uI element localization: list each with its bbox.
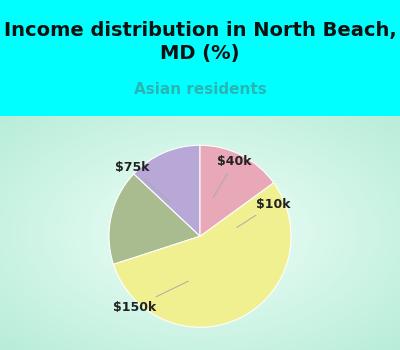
Wedge shape bbox=[134, 145, 200, 236]
Wedge shape bbox=[200, 145, 274, 236]
Text: Asian residents: Asian residents bbox=[134, 82, 266, 97]
Text: $150k: $150k bbox=[113, 281, 188, 314]
Wedge shape bbox=[114, 183, 291, 327]
Text: $75k: $75k bbox=[114, 161, 171, 203]
Text: $40k: $40k bbox=[213, 155, 252, 197]
Text: $10k: $10k bbox=[237, 198, 290, 228]
Wedge shape bbox=[109, 174, 200, 264]
Text: Income distribution in North Beach,
MD (%): Income distribution in North Beach, MD (… bbox=[4, 21, 396, 63]
